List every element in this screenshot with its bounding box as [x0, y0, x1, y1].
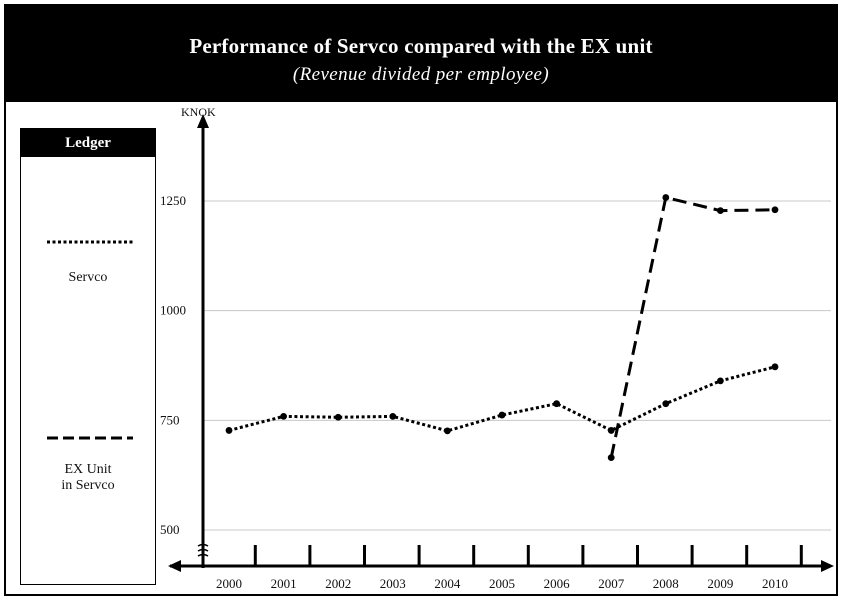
data-point-servco-2001	[280, 412, 287, 420]
x-tick-label-2003: 2003	[380, 576, 406, 591]
data-point-servco-2008	[662, 400, 670, 408]
series-line-ex-unit-in-servco	[609, 195, 776, 458]
series	[225, 194, 779, 462]
legend-label-ex-unit: EX Unit in Servco	[21, 462, 155, 494]
data-point-servco-2003	[389, 412, 397, 420]
x-tick-label-2000: 2000	[216, 576, 242, 591]
series-line-servco	[228, 365, 776, 433]
y-axis-title: KNOK	[181, 105, 216, 119]
data-point-servco-2005	[498, 411, 506, 419]
chart-title: Performance of Servco compared with the …	[189, 34, 653, 58]
data-point-servco-2006	[553, 400, 560, 408]
axes	[168, 114, 834, 572]
legend-label-ex-unit-line1: EX Unit	[64, 462, 112, 477]
x-tick-label-2007: 2007	[598, 576, 625, 591]
legend-title: Ledger	[21, 129, 155, 157]
x-axis-arrow-left	[168, 560, 181, 572]
data-point-servco-2007	[607, 427, 615, 434]
y-tick-label-1000: 1000	[160, 303, 186, 318]
legend-box: Ledger Servco EX Unit in Servco	[20, 128, 156, 585]
y-tick-label-1250: 1250	[160, 193, 186, 208]
data-point-servco-2010	[771, 363, 779, 371]
data-point-ex-unit-in-servco-2009	[717, 207, 724, 215]
gridlines	[203, 200, 831, 531]
data-point-ex-unit-in-servco-2010	[771, 206, 779, 214]
x-tick-label-2002: 2002	[325, 576, 351, 591]
data-point-servco-2000	[225, 427, 233, 434]
data-point-servco-2002	[334, 413, 342, 421]
data-point-servco-2004	[444, 427, 451, 435]
legend-swatches	[47, 240, 133, 440]
y-tick-label-500: 500	[160, 522, 180, 537]
data-point-servco-2009	[717, 377, 724, 385]
x-tick-label-2009: 2009	[707, 576, 733, 591]
x-tick-label-2004: 2004	[434, 576, 461, 591]
y-tick-label-750: 750	[160, 412, 180, 427]
x-axis-arrow-right	[821, 560, 834, 572]
x-tick-label-2005: 2005	[489, 576, 515, 591]
legend-label-servco: Servco	[68, 270, 108, 285]
x-tick-label-2001: 2001	[271, 576, 297, 591]
x-tick-label-2006: 2006	[544, 576, 571, 591]
legend-label-ex-unit-line2: in Servco	[61, 478, 115, 493]
data-point-ex-unit-in-servco-2007	[607, 454, 615, 462]
x-tick-label-2008: 2008	[653, 576, 679, 591]
data-point-ex-unit-in-servco-2008	[662, 194, 670, 201]
chart-header: Performance of Servco compared with the …	[6, 6, 836, 102]
x-tick-label-2010: 2010	[762, 576, 788, 591]
y-axis-break	[197, 543, 209, 557]
axis-labels: 500 750 1000 1250 2000 2001 2002 2003 2004 2005 20…	[160, 105, 788, 591]
y-axis-arrow	[197, 114, 209, 128]
chart-subtitle: (Revenue divided per employee)	[292, 64, 550, 85]
